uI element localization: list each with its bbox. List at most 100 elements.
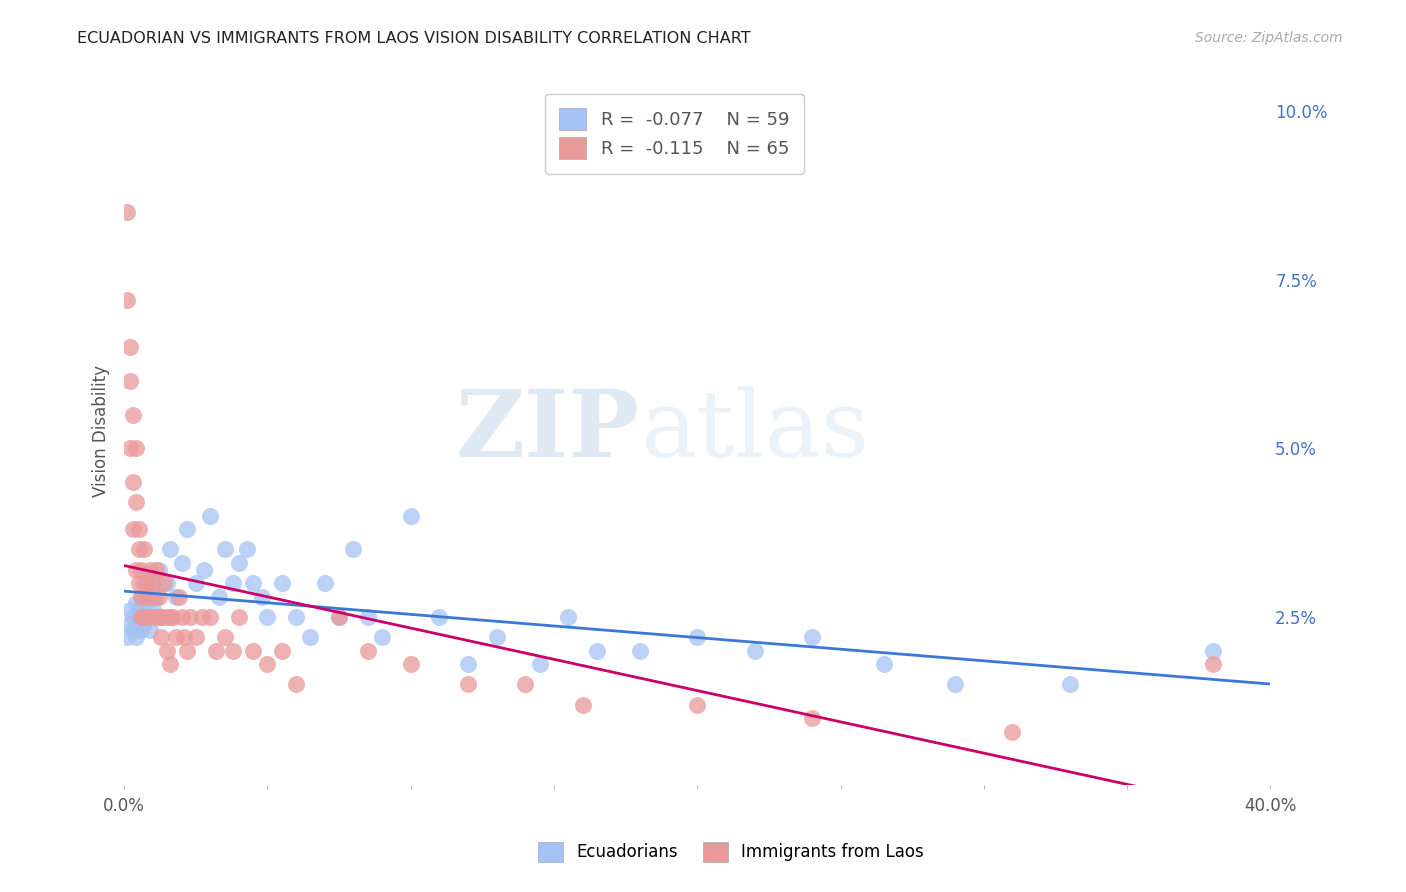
Point <box>125 442 148 456</box>
Point <box>121 522 143 536</box>
Point <box>148 610 170 624</box>
Point <box>139 610 162 624</box>
Point <box>270 643 292 657</box>
Point <box>205 643 228 657</box>
Point <box>131 563 153 577</box>
Point <box>399 508 422 523</box>
Point <box>156 610 179 624</box>
Point <box>121 624 143 638</box>
Point <box>128 542 150 557</box>
Point <box>357 610 380 624</box>
Point <box>159 657 181 671</box>
Point <box>125 630 148 644</box>
Point <box>190 610 212 624</box>
Point <box>125 563 148 577</box>
Point <box>150 610 173 624</box>
Point <box>165 590 187 604</box>
Point <box>686 630 709 644</box>
Point <box>121 475 143 489</box>
Point <box>128 603 150 617</box>
Point <box>242 643 264 657</box>
Point <box>136 590 159 604</box>
Point <box>136 596 159 610</box>
Point <box>159 610 181 624</box>
Point <box>208 590 231 604</box>
Point <box>159 542 181 557</box>
Point <box>118 603 141 617</box>
Point <box>357 643 380 657</box>
Point <box>176 522 198 536</box>
Point <box>256 610 278 624</box>
Point <box>145 610 167 624</box>
Point <box>485 630 508 644</box>
Point <box>1202 643 1225 657</box>
Point <box>150 630 173 644</box>
Point <box>115 293 138 307</box>
Point <box>153 576 176 591</box>
Point <box>128 576 150 591</box>
Point <box>131 590 153 604</box>
Point <box>162 610 184 624</box>
Point <box>118 374 141 388</box>
Point <box>134 616 156 631</box>
Point <box>115 630 138 644</box>
Point <box>145 563 167 577</box>
Y-axis label: Vision Disability: Vision Disability <box>93 366 110 498</box>
Point <box>515 677 537 691</box>
Point <box>193 563 215 577</box>
Point <box>571 698 593 712</box>
Point <box>228 610 250 624</box>
Point <box>242 576 264 591</box>
Point <box>179 610 201 624</box>
Point <box>800 630 823 644</box>
Point <box>457 677 479 691</box>
Point <box>115 205 138 219</box>
Point <box>134 610 156 624</box>
Point <box>1202 657 1225 671</box>
Point <box>686 698 709 712</box>
Point <box>148 590 170 604</box>
Point <box>145 590 167 604</box>
Point <box>173 630 195 644</box>
Legend: Ecuadorians, Immigrants from Laos: Ecuadorians, Immigrants from Laos <box>530 833 932 871</box>
Point <box>314 576 336 591</box>
Point <box>134 610 156 624</box>
Point <box>150 610 173 624</box>
Point <box>328 610 350 624</box>
Point <box>250 590 273 604</box>
Point <box>328 610 350 624</box>
Point <box>628 643 651 657</box>
Point <box>142 603 165 617</box>
Point <box>457 657 479 671</box>
Point <box>131 610 153 624</box>
Point <box>142 576 165 591</box>
Point <box>285 677 308 691</box>
Point <box>176 643 198 657</box>
Text: ZIP: ZIP <box>456 386 640 476</box>
Point <box>342 542 364 557</box>
Point <box>118 340 141 354</box>
Point <box>118 616 141 631</box>
Point <box>184 576 207 591</box>
Point <box>198 508 221 523</box>
Text: Source: ZipAtlas.com: Source: ZipAtlas.com <box>1195 31 1343 45</box>
Point <box>285 610 308 624</box>
Point <box>800 711 823 725</box>
Point <box>131 624 153 638</box>
Point <box>270 576 292 591</box>
Point <box>125 495 148 509</box>
Point <box>156 576 179 591</box>
Point <box>943 677 966 691</box>
Point <box>170 556 193 570</box>
Point <box>165 630 187 644</box>
Point <box>399 657 422 671</box>
Point <box>1001 724 1024 739</box>
Point <box>744 643 766 657</box>
Point <box>256 657 278 671</box>
Point <box>214 542 236 557</box>
Point <box>214 630 236 644</box>
Point <box>228 556 250 570</box>
Point <box>131 590 153 604</box>
Point <box>872 657 894 671</box>
Point <box>198 610 221 624</box>
